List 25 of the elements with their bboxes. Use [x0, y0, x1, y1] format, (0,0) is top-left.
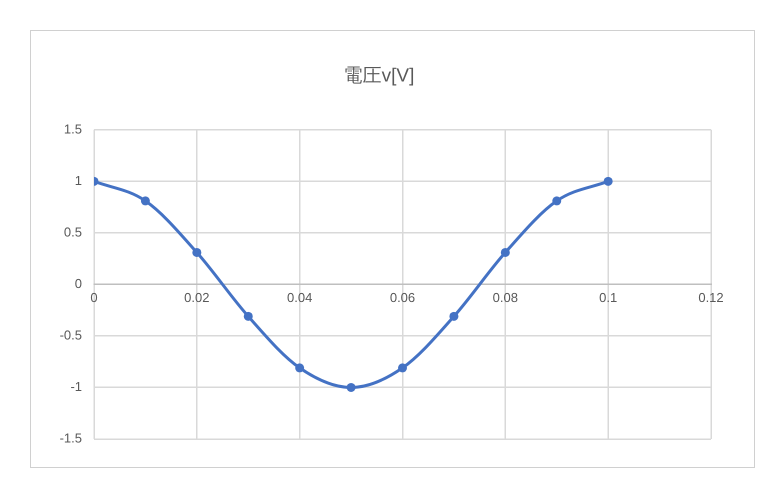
- point: [244, 312, 253, 321]
- point: [552, 196, 562, 206]
- x-tick-label: 0.06: [390, 290, 416, 305]
- x-tick-label: 0.04: [287, 290, 312, 305]
- point: [398, 363, 407, 372]
- point: [295, 363, 304, 372]
- x-tick-label: 0.08: [492, 290, 518, 305]
- point: [449, 312, 458, 321]
- point: [140, 196, 150, 206]
- point: [192, 248, 202, 257]
- chart-title: 電圧v[V]: [344, 66, 414, 87]
- x-tick-label: 0: [90, 290, 98, 305]
- x-tick-label: 0.02: [184, 290, 210, 305]
- x-tick-label: 0.1: [599, 290, 618, 305]
- point: [604, 176, 613, 186]
- y-tick-label: -1: [70, 379, 82, 394]
- y-tick-label: 0.5: [64, 224, 82, 240]
- y-tick-label: 0: [74, 276, 82, 291]
- y-tick-label: -0.5: [60, 328, 82, 343]
- point: [500, 248, 510, 257]
- y-tick-label: 1: [74, 172, 82, 188]
- y-tick-label: -1.5: [60, 430, 82, 446]
- x-tick-label: 0.12: [698, 290, 724, 305]
- y-tick-label: 1.5: [64, 121, 82, 136]
- point: [346, 382, 356, 392]
